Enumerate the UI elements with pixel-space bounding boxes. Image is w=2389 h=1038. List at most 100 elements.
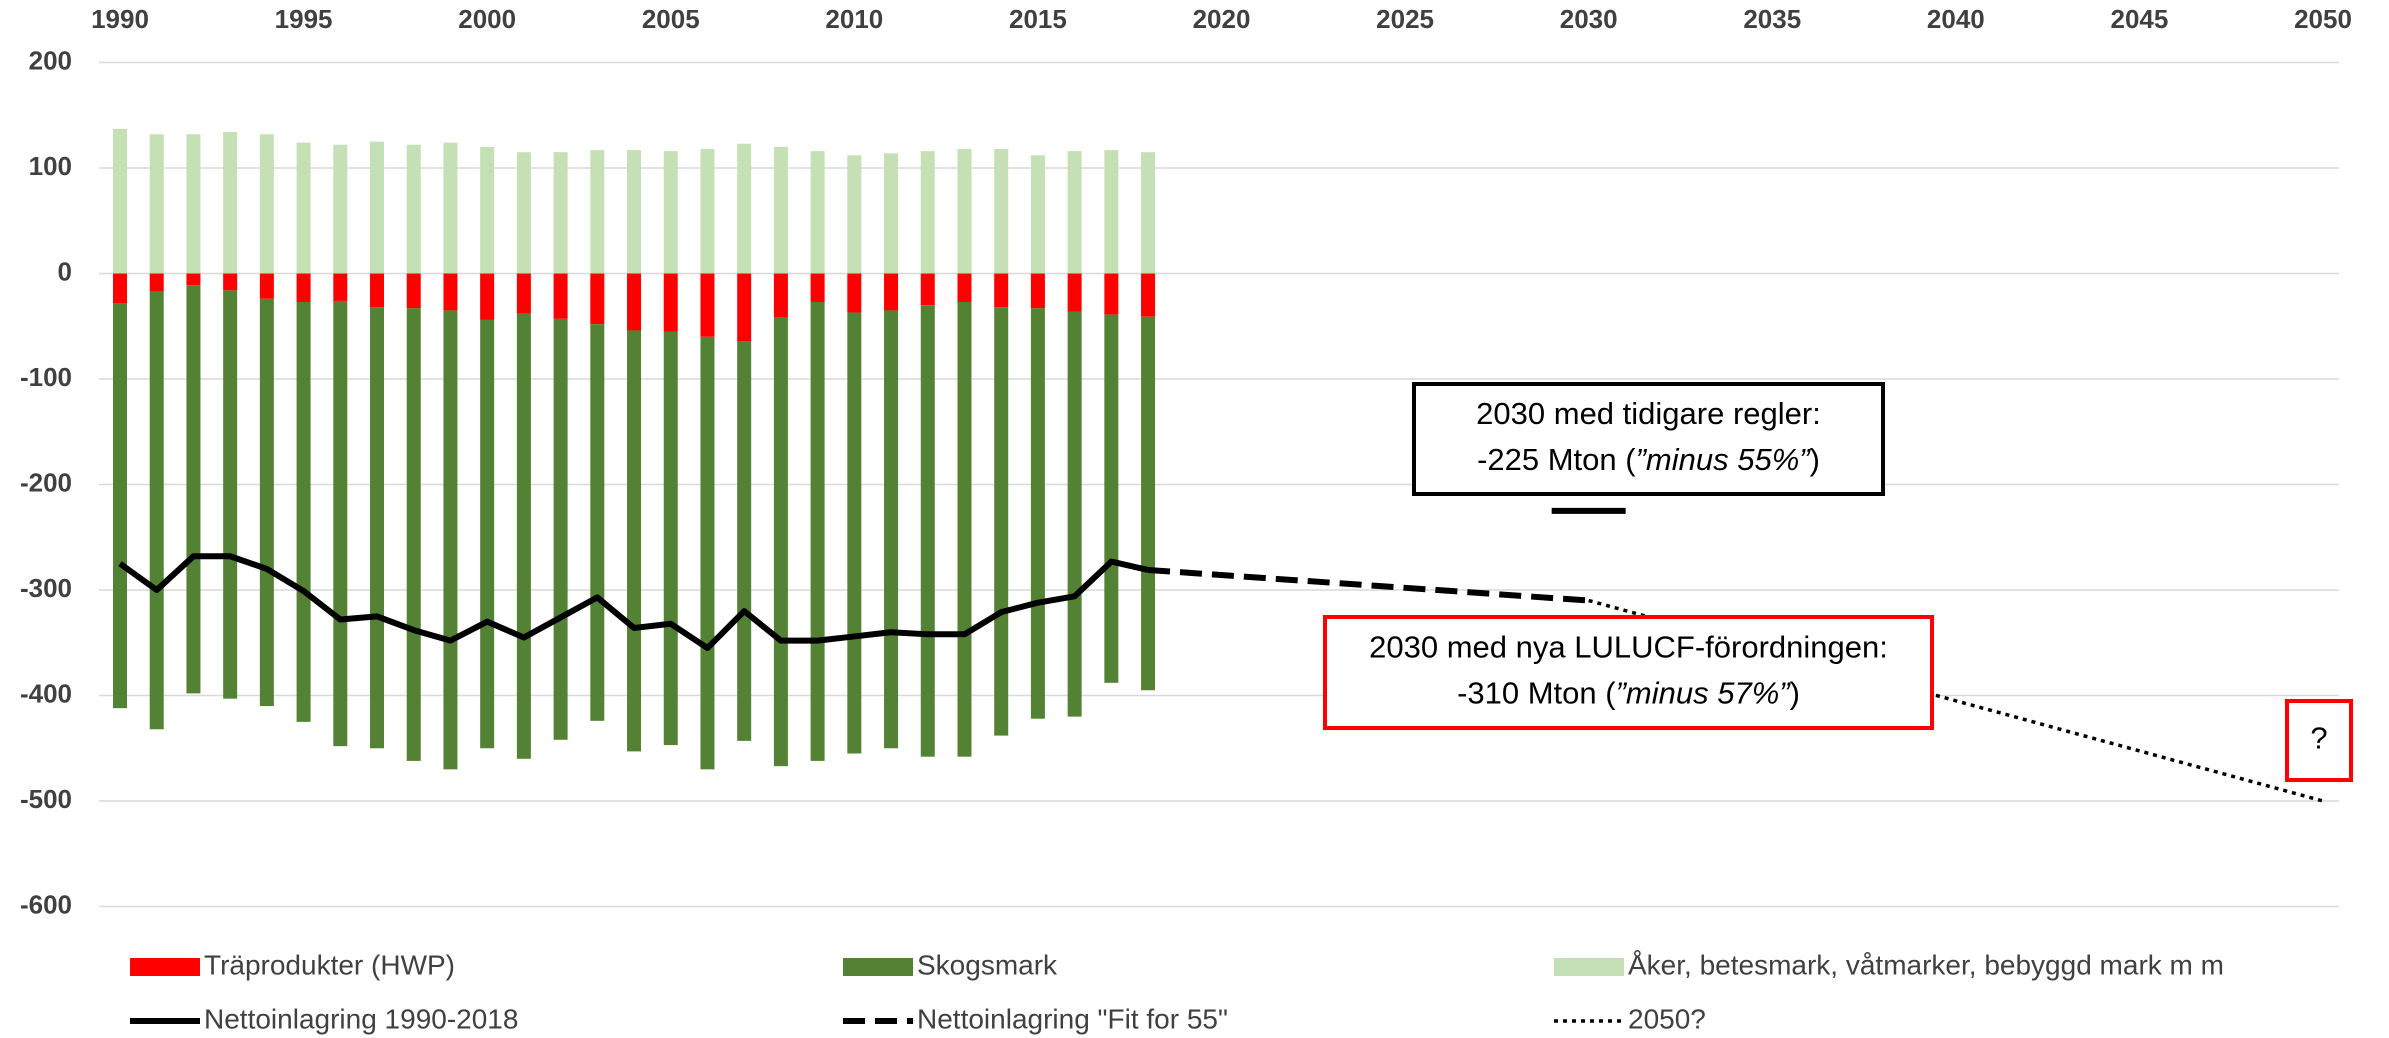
- bar: [223, 273, 238, 291]
- y-tick-label: 100: [29, 151, 72, 181]
- bar: [406, 308, 421, 761]
- annotation-text: 2030 med tidigare regler:: [1476, 396, 1821, 431]
- bar: [627, 273, 642, 331]
- bar: [1030, 308, 1045, 719]
- bar: [333, 144, 348, 274]
- bar: [480, 146, 495, 274]
- bar: [773, 273, 788, 318]
- bar: [773, 146, 788, 274]
- annotation-box: [1323, 615, 1934, 730]
- bar: [994, 273, 1009, 308]
- y-tick-label: -300: [20, 573, 72, 603]
- bar: [186, 273, 201, 286]
- bar: [259, 273, 274, 299]
- bar: [296, 273, 311, 302]
- bar: [1067, 273, 1082, 312]
- bar: [627, 330, 642, 752]
- annotation-part: 2030 med nya LULUCF-förordningen:: [1369, 630, 1888, 665]
- x-tick-label: 1995: [275, 4, 333, 34]
- legend-label: Nettoinlagring 1990-2018: [204, 1003, 518, 1034]
- bar: [406, 144, 421, 274]
- legend-label: Åker, betesmark, våtmarker, bebyggd mark…: [1628, 949, 2224, 980]
- annotation-part: 2030 med tidigare regler:: [1476, 396, 1821, 431]
- y-tick-label: -200: [20, 467, 72, 497]
- bar: [480, 319, 495, 749]
- bar: [737, 341, 752, 741]
- bar: [516, 313, 531, 759]
- bar: [296, 301, 311, 722]
- bar: [149, 273, 164, 292]
- y-tick-label: 0: [58, 256, 72, 286]
- legend-swatch: [1554, 958, 1624, 976]
- annotation-part: ): [1790, 676, 1800, 711]
- bar: [884, 310, 899, 749]
- bar: [1104, 273, 1119, 315]
- legend-label: 2050?: [1628, 1003, 1706, 1034]
- annotation-part: ): [1810, 442, 1820, 477]
- annotation-part: ”minus 57%”: [1616, 676, 1792, 711]
- bar: [113, 128, 127, 274]
- bar: [1141, 316, 1156, 691]
- bar: [847, 273, 862, 313]
- bar: [149, 291, 164, 730]
- bar: [920, 151, 935, 274]
- x-tick-label: 2045: [2110, 4, 2168, 34]
- bar: [590, 150, 605, 274]
- bar: [847, 312, 862, 754]
- y-tick-label: -100: [20, 362, 72, 392]
- bar: [994, 307, 1009, 736]
- annotation-part: -310 Mton (: [1457, 676, 1616, 711]
- x-tick-label: 2020: [1193, 4, 1251, 34]
- bar: [223, 290, 238, 699]
- bar: [737, 273, 752, 342]
- bar: [259, 298, 274, 707]
- bar: [113, 273, 127, 304]
- bar: [810, 151, 825, 274]
- annotation-box: [1412, 382, 1885, 496]
- bar: [516, 273, 531, 314]
- bar: [920, 305, 935, 757]
- x-tick-label: 2005: [642, 4, 700, 34]
- bar: [443, 310, 458, 770]
- bar: [186, 134, 201, 274]
- bar: [994, 149, 1009, 274]
- bar: [957, 273, 972, 302]
- bar: [1104, 150, 1119, 274]
- bar: [406, 273, 421, 309]
- bar: [370, 273, 385, 308]
- bar: [627, 150, 642, 274]
- annotation-text: 2030 med nya LULUCF-förordningen:: [1369, 630, 1888, 665]
- bar: [663, 151, 678, 274]
- bar: [1030, 155, 1045, 274]
- bar: [920, 273, 935, 306]
- x-tick-label: 2050: [2294, 4, 2352, 34]
- bar: [810, 301, 825, 761]
- x-tick-label: 2030: [1560, 4, 1618, 34]
- legend-label: Träprodukter (HWP): [204, 949, 455, 980]
- annotation-part: ?: [2310, 721, 2327, 756]
- bar: [223, 132, 238, 274]
- bar: [590, 273, 605, 325]
- bar: [186, 285, 201, 694]
- annotation-part: ”minus 55%”: [1636, 442, 1812, 477]
- bar: [296, 142, 311, 274]
- bar: [663, 273, 678, 332]
- bar: [590, 324, 605, 721]
- bar: [113, 303, 127, 709]
- bar: [700, 336, 715, 770]
- bar: [884, 273, 899, 311]
- bar: [957, 149, 972, 274]
- annotation-box: [2285, 699, 2353, 782]
- x-tick-label: 2010: [825, 4, 883, 34]
- annotation-text: -225 Mton (”minus 55%”): [1477, 442, 1820, 477]
- bar: [370, 141, 385, 274]
- bar: [553, 318, 568, 740]
- bar: [1104, 314, 1119, 683]
- bar: [700, 149, 715, 274]
- line: [1147, 566, 1589, 604]
- bar: [443, 273, 458, 311]
- bar: [847, 155, 862, 274]
- bar: [553, 152, 568, 274]
- annotation-part: -225 Mton (: [1477, 442, 1636, 477]
